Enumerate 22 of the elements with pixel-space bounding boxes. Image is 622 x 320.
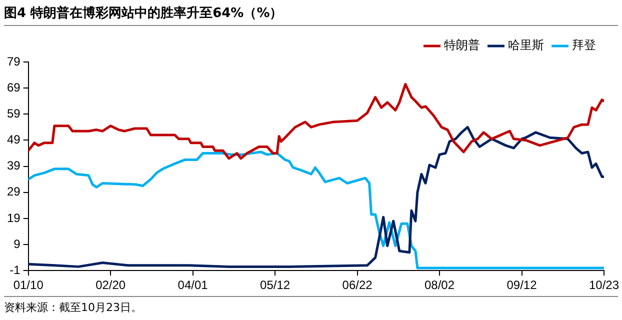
x-tick-label: 02/20 [96, 278, 126, 292]
y-tick-label: 79 [6, 54, 21, 68]
legend-label: 拜登 [572, 38, 596, 52]
x-tick-label: 09/12 [506, 278, 538, 292]
x-tick-label: 05/12 [260, 278, 290, 292]
x-tick-label: 01/10 [13, 278, 44, 292]
legend-label: 特朗普 [444, 38, 480, 52]
y-tick-label: 19 [6, 210, 21, 225]
y-tick-label: 49 [6, 132, 21, 147]
x-tick-label: 10/23 [588, 278, 620, 292]
text: 资料来源：截至10月23日。 [4, 296, 618, 315]
chart-title: 图4 特朗普在博彩网站中的胜率升至64%（%） [4, 4, 618, 26]
x-tick-label: 04/01 [178, 278, 208, 292]
y-tick-label: -1 [10, 262, 21, 277]
y-tick-label: 69 [6, 80, 21, 94]
y-tick-label: 39 [6, 158, 21, 173]
y-tick-label: 9 [14, 236, 21, 251]
x-tick-label: 08/02 [424, 278, 455, 292]
y-tick-label: 29 [6, 184, 21, 199]
y-tick-label: 59 [6, 106, 21, 120]
legend-label: 哈里斯 [508, 38, 544, 52]
x-tick-label: 06/22 [342, 278, 373, 292]
